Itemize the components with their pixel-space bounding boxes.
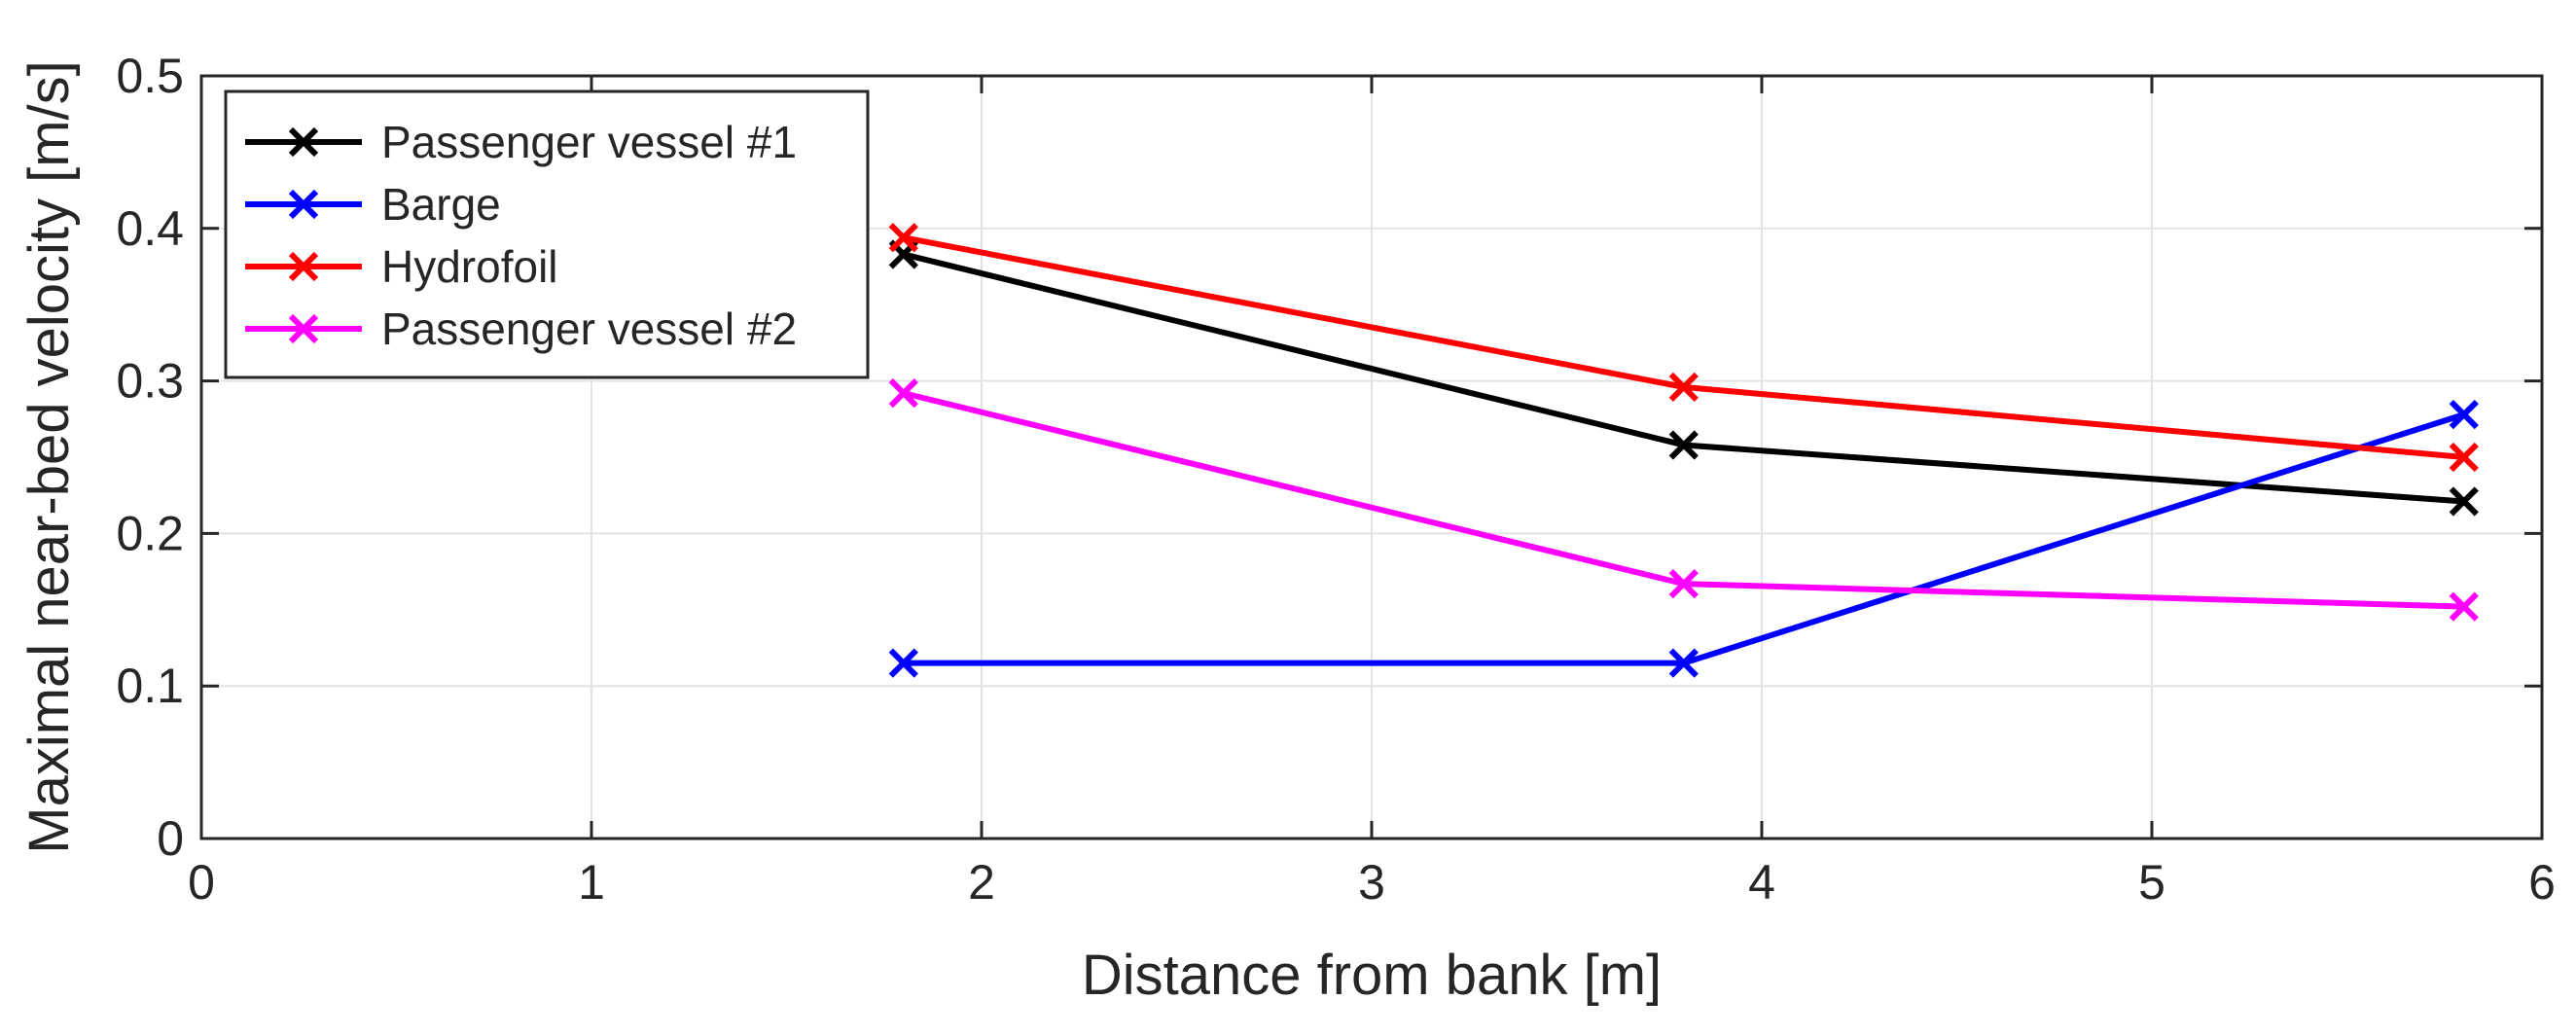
data-point-hydrofoil — [1668, 372, 1699, 402]
x-tick-label: 0 — [188, 855, 215, 910]
data-point-passenger-vessel-2 — [888, 378, 918, 409]
legend-label-passenger-vessel-2: Passenger vessel #2 — [381, 304, 797, 354]
x-tick-label: 6 — [2528, 855, 2556, 910]
legend-marker-hydrofoil — [288, 251, 319, 282]
data-point-hydrofoil — [2449, 442, 2479, 473]
legend-label-barge: Barge — [381, 179, 501, 230]
x-tick-label: 1 — [578, 855, 605, 910]
y-tick-label: 0 — [157, 811, 184, 866]
data-point-barge — [888, 648, 918, 678]
series-line-passenger-vessel-1 — [903, 251, 2465, 505]
x-tick-label: 3 — [1358, 855, 1385, 910]
y-tick-label: 0.5 — [116, 49, 184, 103]
series-layer — [888, 223, 2479, 678]
legend-label-hydrofoil: Hydrofoil — [381, 241, 558, 292]
legend-marker-barge — [288, 189, 319, 220]
x-tick-label: 5 — [2138, 855, 2165, 910]
data-point-passenger-vessel-1 — [1668, 430, 1699, 460]
y-tick-label: 0.3 — [116, 354, 184, 409]
y-tick-label: 0.1 — [116, 659, 184, 713]
y-tick-label: 0.4 — [116, 201, 184, 256]
legend-marker-passenger-vessel-2 — [288, 313, 319, 344]
x-tick-label: 4 — [1748, 855, 1775, 910]
data-point-passenger-vessel-2 — [1668, 569, 1699, 599]
data-point-hydrofoil — [888, 223, 918, 253]
legend-marker-passenger-vessel-1 — [288, 126, 319, 158]
y-tick-label: 0.2 — [116, 506, 184, 560]
data-point-barge — [2449, 399, 2479, 430]
series-line-hydrofoil — [903, 234, 2465, 460]
legend-label-passenger-vessel-1: Passenger vessel #1 — [381, 117, 797, 167]
x-tick-label: 2 — [968, 855, 995, 910]
data-point-passenger-vessel-2 — [2449, 591, 2479, 622]
data-point-passenger-vessel-1 — [2449, 486, 2479, 517]
axis-ticks: 0 1 2 3 4 5 6 0 0.1 0.2 0.3 0.4 0.5 — [116, 49, 2555, 910]
legend: Passenger vessel #1 Barge Hydrofoil Passeng… — [224, 89, 870, 379]
data-point-barge — [1668, 648, 1699, 678]
x-axis-title: Distance from bank [m] — [1082, 944, 1662, 1007]
y-axis-title: Maximal near-bed velocity [m/s] — [18, 60, 81, 853]
grid — [201, 76, 2542, 839]
series-line-passenger-vessel-2 — [903, 390, 2464, 610]
